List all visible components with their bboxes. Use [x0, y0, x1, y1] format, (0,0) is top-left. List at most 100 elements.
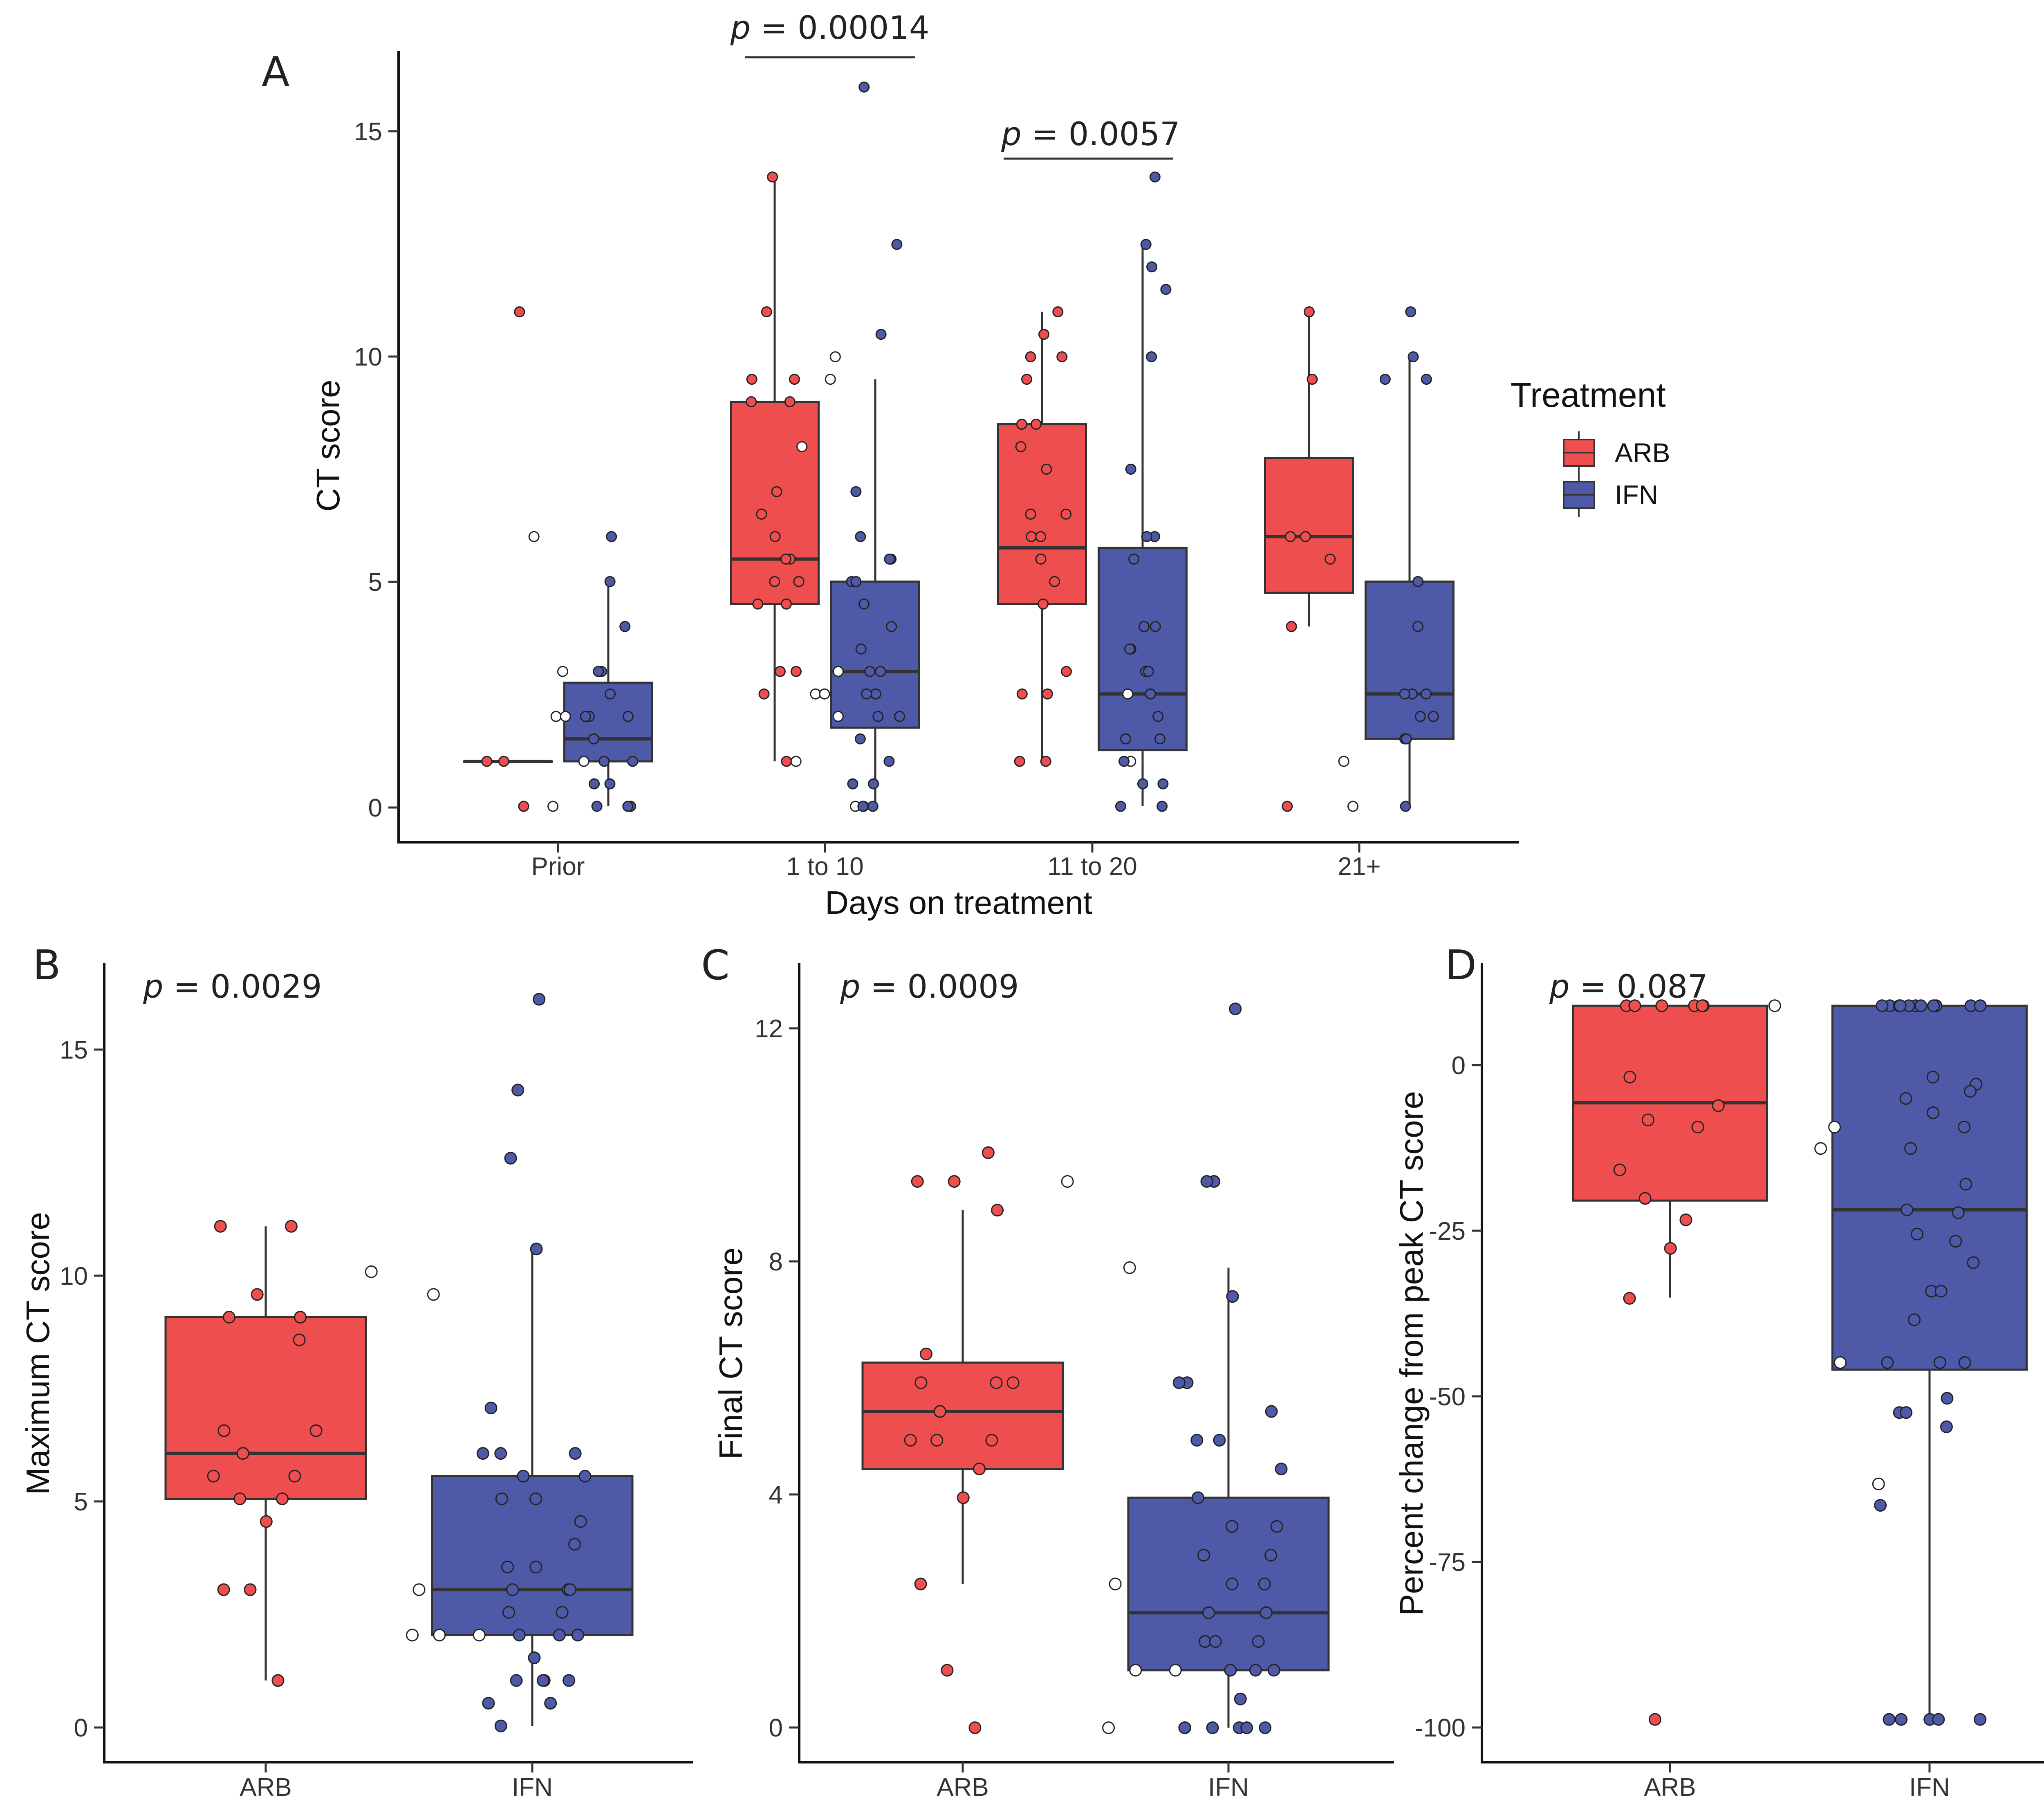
- data-point: [1933, 1356, 1946, 1369]
- panel-c-letter: C: [701, 941, 730, 989]
- data-point: [589, 778, 600, 790]
- data-point: [1146, 351, 1157, 363]
- data-point: [604, 576, 616, 587]
- data-point: [1197, 1549, 1210, 1562]
- data-point: [1895, 1713, 1908, 1726]
- data-point: [627, 756, 639, 767]
- box: [730, 401, 820, 605]
- data-point: [1240, 1721, 1253, 1734]
- data-point: [260, 1515, 273, 1528]
- data-point: [1901, 1203, 1914, 1216]
- data-point-excluded: [833, 666, 844, 677]
- data-point: [780, 598, 792, 610]
- data-point: [1038, 329, 1050, 340]
- data-point: [990, 1376, 1003, 1389]
- data-point-excluded: [427, 1288, 440, 1301]
- data-point: [858, 598, 870, 610]
- data-point: [1881, 1356, 1894, 1369]
- data-point-excluded: [473, 1629, 486, 1642]
- data-point: [544, 1697, 557, 1710]
- data-point: [982, 1146, 995, 1159]
- legend-title: Treatment: [1511, 376, 1666, 414]
- y-tick-label: -100: [1415, 1714, 1466, 1742]
- y-tick-label: 4: [769, 1481, 783, 1509]
- data-point-excluded: [1834, 1356, 1847, 1369]
- data-point: [1421, 374, 1432, 385]
- data-point: [867, 801, 879, 812]
- data-point: [294, 1310, 307, 1324]
- y-tick-label: 5: [368, 568, 382, 597]
- data-point: [528, 1651, 541, 1665]
- data-point-excluded: [1347, 801, 1358, 812]
- data-point: [1940, 1420, 1953, 1434]
- data-point: [875, 666, 886, 677]
- panel-d-marks: [1572, 999, 2028, 1726]
- box: [164, 1316, 367, 1500]
- panel-a: A 0 5 10 15 Prior 1 to 10 11 to 20 21+ D…: [262, 10, 1519, 921]
- data-point: [1264, 1549, 1278, 1562]
- data-point: [756, 508, 767, 520]
- panel-d-p-value-label: p = 0.087: [1549, 969, 1708, 1005]
- data-point: [985, 1434, 998, 1447]
- data-point: [233, 1492, 247, 1505]
- panel-a-x-ticks: Prior 1 to 10 11 to 20 21+: [531, 842, 1381, 881]
- data-point: [518, 801, 529, 812]
- data-point: [1934, 1285, 1948, 1298]
- data-point: [1143, 666, 1154, 677]
- data-point: [1407, 351, 1419, 363]
- data-point: [511, 1084, 524, 1097]
- data-point-excluded: [1768, 999, 1781, 1012]
- data-point: [622, 801, 634, 812]
- panel-a-y-ticks: 0 5 10 15: [354, 118, 399, 822]
- data-point: [605, 688, 616, 700]
- data-point-excluded: [796, 441, 808, 452]
- data-point: [855, 643, 867, 655]
- data-point: [1959, 1178, 1972, 1191]
- data-point-excluded: [1814, 1142, 1827, 1155]
- data-point: [574, 1515, 587, 1528]
- data-point: [1275, 1463, 1288, 1476]
- data-point: [1876, 999, 1889, 1012]
- data-point: [1190, 1434, 1204, 1447]
- data-point: [553, 1629, 566, 1642]
- data-point: [1623, 1292, 1636, 1305]
- data-point: [504, 1152, 517, 1165]
- data-point: [494, 1447, 507, 1460]
- data-point: [1115, 801, 1126, 812]
- data-point: [758, 688, 770, 700]
- data-point: [883, 756, 895, 767]
- data-point: [781, 756, 792, 767]
- data-point: [1958, 1356, 1971, 1369]
- data-point: [1030, 419, 1042, 430]
- data-point: [1908, 1313, 1921, 1326]
- data-point-excluded: [1338, 756, 1349, 767]
- data-point-excluded: [557, 666, 568, 677]
- data-point: [968, 1721, 982, 1734]
- data-point: [1883, 1713, 1896, 1726]
- data-point: [855, 531, 866, 542]
- data-point: [1226, 1577, 1239, 1591]
- y-tick-label: 8: [769, 1248, 783, 1276]
- data-point: [771, 486, 782, 497]
- box: [997, 423, 1087, 605]
- panel-a-y-title: CT score: [310, 379, 346, 512]
- panel-a-pvalue-2: p = 0.0057: [1001, 116, 1180, 160]
- data-point: [530, 1243, 543, 1256]
- data-point: [761, 306, 772, 318]
- data-point: [746, 396, 757, 408]
- panel-d-x-ticks: ARB IFN: [1644, 1762, 1950, 1802]
- legend-item-ifn: IFN: [1563, 474, 1658, 517]
- data-point: [1146, 261, 1158, 273]
- y-tick-label: 10: [354, 343, 382, 371]
- x-tick-label: 11 to 20: [1047, 853, 1137, 881]
- data-point: [1400, 801, 1411, 812]
- data-point: [1124, 643, 1135, 655]
- data-point: [1025, 351, 1036, 363]
- data-point: [1300, 531, 1311, 542]
- legend-item-arb: ARB: [1563, 431, 1670, 474]
- data-point: [1149, 171, 1161, 183]
- panel-c-marks: [861, 1003, 1330, 1734]
- data-point: [1613, 1163, 1626, 1176]
- data-point: [1307, 374, 1318, 385]
- data-point-excluded: [1102, 1721, 1115, 1734]
